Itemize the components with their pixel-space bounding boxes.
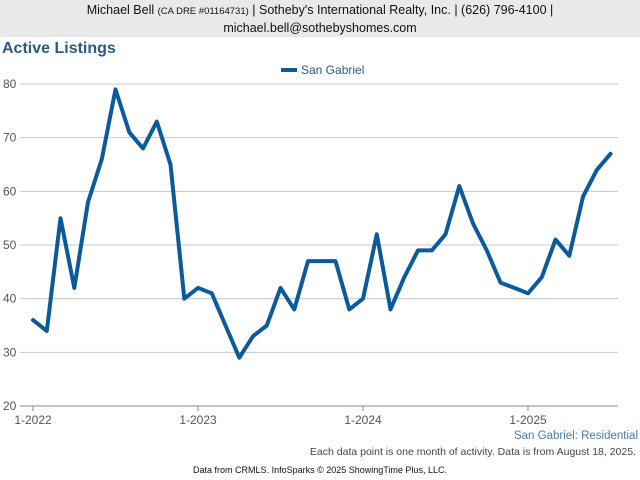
data-point: 64 bbox=[595, 168, 599, 172]
data-point: 59 bbox=[581, 195, 585, 199]
data-point: 44 bbox=[540, 275, 544, 279]
series-line-san-gabriel bbox=[31, 87, 613, 360]
y-tick-label: 20 bbox=[3, 399, 17, 413]
data-point: 38 bbox=[388, 307, 393, 311]
data-point: 38 bbox=[347, 307, 351, 311]
data-point: 29 bbox=[237, 356, 241, 360]
chart-title: Active Listings bbox=[2, 40, 116, 57]
data-point: 47 bbox=[333, 259, 338, 263]
data-point: 38 bbox=[292, 307, 296, 311]
data-point: 71 bbox=[127, 130, 131, 134]
data-point: 68 bbox=[141, 146, 145, 150]
data-point: 66 bbox=[100, 157, 104, 161]
agent-info-line: Michael Bell (CA DRE #01164731) | Sotheb… bbox=[0, 2, 640, 20]
agent-header: Michael Bell (CA DRE #01164731) | Sotheb… bbox=[0, 0, 640, 37]
agent-name: Michael Bell bbox=[86, 3, 155, 17]
agent-email[interactable]: michael.bell@sothebyshomes.com bbox=[223, 21, 417, 35]
legend-label: San Gabriel bbox=[301, 63, 364, 77]
data-point: 40 bbox=[182, 297, 186, 301]
data-point: 35 bbox=[223, 323, 228, 328]
data-point: 67 bbox=[608, 152, 613, 156]
x-tick-label: 1-2022 bbox=[14, 413, 52, 427]
data-point: 36 bbox=[31, 318, 35, 322]
data-point: 34 bbox=[45, 329, 49, 333]
x-tick-label: 1-2025 bbox=[509, 413, 547, 427]
data-point: 49 bbox=[485, 248, 489, 252]
data-point: 73 bbox=[155, 119, 159, 124]
data-point: 55 bbox=[58, 216, 63, 220]
y-tick-label: 70 bbox=[3, 131, 17, 145]
y-tick-label: 50 bbox=[3, 238, 17, 252]
data-point: 44 bbox=[402, 275, 406, 279]
data-point: 51 bbox=[553, 238, 558, 242]
data-point: 40 bbox=[361, 297, 365, 301]
series-caption: San Gabriel: Residential bbox=[513, 430, 638, 442]
data-point: 33 bbox=[251, 334, 255, 338]
data-point: 41 bbox=[526, 291, 530, 295]
data-point: 61 bbox=[457, 184, 461, 188]
data-point: 65 bbox=[168, 162, 173, 167]
data-point: 35 bbox=[265, 323, 269, 328]
x-tick-label: 1-2024 bbox=[344, 413, 382, 427]
data-point: 48 bbox=[567, 254, 571, 258]
data-point: 47 bbox=[306, 259, 310, 263]
data-point: 54 bbox=[471, 221, 475, 226]
data-point: 42 bbox=[196, 286, 200, 290]
data-note: Each data point is one month of activity… bbox=[309, 446, 636, 458]
data-point: 49 bbox=[416, 248, 420, 252]
y-tick-label: 30 bbox=[3, 345, 17, 359]
y-tick-label: 40 bbox=[3, 292, 17, 306]
data-point: 41 bbox=[210, 291, 214, 295]
data-source: Data from CRMLS. InfoSparks © 2025 Showi… bbox=[193, 465, 447, 475]
data-point: 52 bbox=[443, 232, 448, 236]
agent-company: | Sotheby's International Realty, Inc. |… bbox=[252, 3, 554, 17]
data-point: 79 bbox=[113, 87, 118, 91]
data-point: 52 bbox=[375, 232, 379, 236]
y-tick-label: 60 bbox=[3, 184, 17, 198]
x-tick-label: 1-2023 bbox=[179, 413, 217, 427]
y-tick-label: 80 bbox=[3, 77, 17, 91]
data-point: 47 bbox=[320, 259, 324, 263]
data-point: 58 bbox=[86, 200, 90, 204]
data-point: 42 bbox=[512, 286, 516, 290]
agent-dre: (CA DRE #01164731) bbox=[157, 6, 249, 17]
data-point: 42 bbox=[72, 286, 76, 290]
data-point: 43 bbox=[498, 280, 503, 285]
data-point: 49 bbox=[430, 248, 434, 252]
data-point: 42 bbox=[278, 286, 283, 290]
